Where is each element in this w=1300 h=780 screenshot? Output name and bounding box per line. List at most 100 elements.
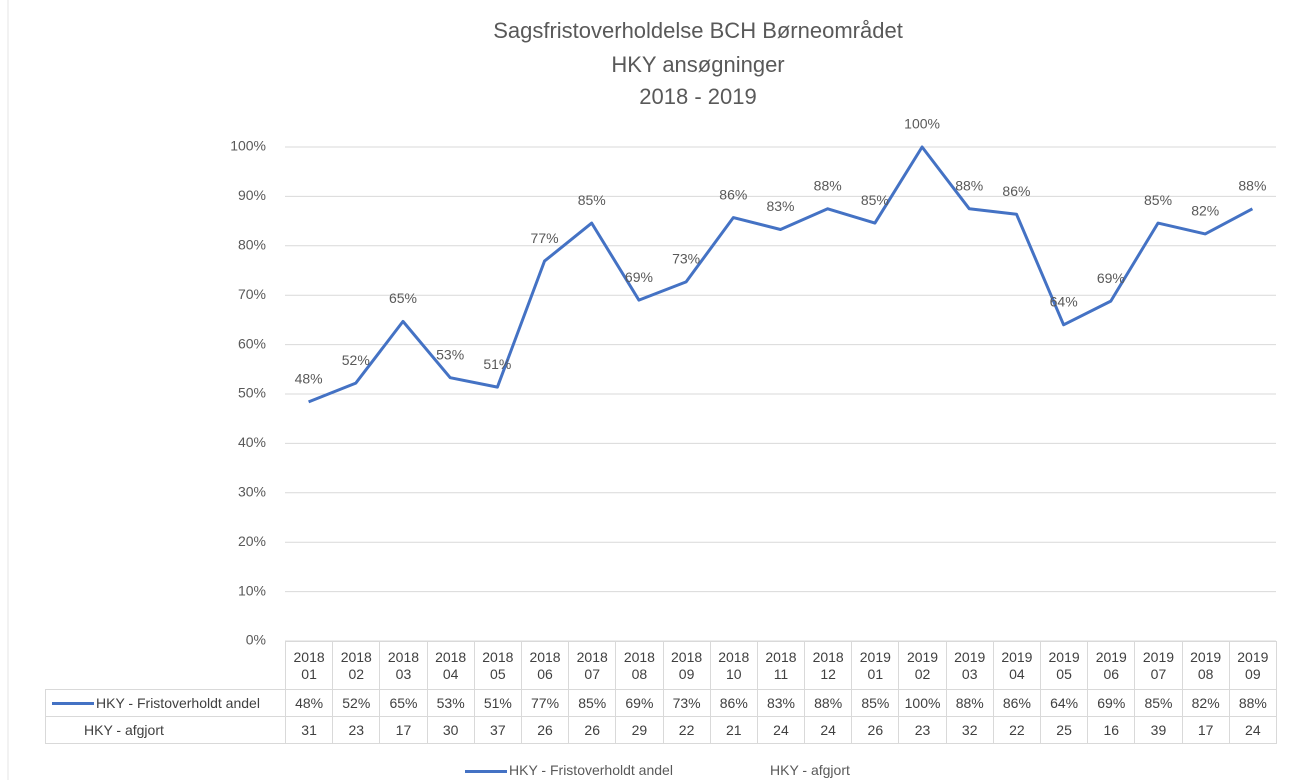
table-cell: 86%: [992, 689, 1042, 717]
table-cell: 69%: [615, 689, 664, 717]
table-cell: 23: [332, 716, 381, 744]
table-header-row: 2018 01 2018 02 2018 03 2018 04 2018 05 2018 …: [45, 641, 1277, 690]
y-tick-label: 90%: [238, 187, 266, 203]
data-label: 83%: [766, 198, 794, 214]
table-row: HKY - afgjort 31 23 17 30 37 26 26 29 22 21 24 24 26 2…: [45, 716, 1277, 744]
data-label: 88%: [955, 177, 983, 193]
table-cell: 83%: [756, 689, 806, 717]
table-cell: 64%: [1039, 689, 1089, 717]
table-cell: 21: [709, 716, 758, 744]
data-label: 52%: [342, 352, 370, 368]
x-tick-label: 2019 03: [945, 641, 994, 690]
data-label: 69%: [625, 269, 653, 285]
table-cell: 100%: [898, 689, 947, 717]
data-label: 88%: [814, 177, 842, 193]
table-cell: 24: [756, 716, 806, 744]
data-label: 69%: [1097, 270, 1125, 286]
data-label: 48%: [295, 371, 323, 387]
y-tick-label: 70%: [238, 286, 266, 302]
table-cell: 69%: [1087, 689, 1136, 717]
data-label: 88%: [1238, 177, 1266, 193]
legend-swatch: [465, 769, 507, 773]
x-tick-label: 2019 05: [1039, 641, 1089, 690]
data-label: 64%: [1050, 294, 1078, 310]
table-row-header: HKY - Fristoverholdt andel: [45, 689, 286, 717]
table-cell: 85%: [1134, 689, 1183, 717]
x-tick-label: 2018 08: [615, 641, 664, 690]
data-label: 85%: [578, 192, 606, 208]
table-row: HKY - Fristoverholdt andel 48% 52% 65% 53% 51…: [45, 689, 1277, 717]
table-cell: 26: [851, 716, 900, 744]
table-cell: 85%: [851, 689, 900, 717]
table-cell: 65%: [379, 689, 428, 717]
legend-swatch: [52, 702, 94, 706]
table-cell: 17: [379, 716, 428, 744]
x-tick-label: 2018 11: [756, 641, 806, 690]
table-cell: 88%: [804, 689, 853, 717]
table-cell: 82%: [1181, 689, 1230, 717]
legend-entry: HKY - afgjort: [770, 762, 850, 778]
table-row-label: HKY - Fristoverholdt andel: [96, 694, 260, 711]
data-label: 77%: [531, 230, 559, 246]
table-cell: 31: [284, 716, 334, 744]
table-cell: 51%: [473, 689, 522, 717]
table-cell: 52%: [332, 689, 381, 717]
data-label: 86%: [1002, 183, 1030, 199]
table-cell: 22: [992, 716, 1042, 744]
table-cell: 88%: [1228, 689, 1277, 717]
x-tick-label: 2019 02: [898, 641, 947, 690]
x-tick-label: 2018 07: [568, 641, 617, 690]
y-tick-label: 30%: [238, 484, 266, 500]
x-tick-label: 2018 10: [709, 641, 758, 690]
table-cell: 17: [1181, 716, 1230, 744]
table-cell: 32: [945, 716, 994, 744]
table-cell: 24: [1228, 716, 1277, 744]
y-tick-label: 10%: [238, 582, 266, 598]
chart-title: 2018 - 2019: [639, 84, 756, 109]
data-label: 85%: [861, 192, 889, 208]
x-tick-label: 2018 05: [473, 641, 522, 690]
table-cell: 30: [426, 716, 475, 744]
x-tick-label: 2019 04: [992, 641, 1042, 690]
data-table: 2018 01 2018 02 2018 03 2018 04 2018 05 2018 …: [45, 641, 1277, 744]
table-cell: 77%: [520, 689, 570, 717]
data-label: 86%: [719, 186, 747, 202]
x-tick-label: 2019 07: [1134, 641, 1183, 690]
data-label: 73%: [672, 251, 700, 267]
y-tick-label: 50%: [238, 385, 266, 401]
data-label: 65%: [389, 290, 417, 306]
y-tick-label: 80%: [238, 237, 266, 253]
table-cell: 85%: [568, 689, 617, 717]
x-tick-label: 2019 06: [1087, 641, 1136, 690]
x-tick-label: 2018 09: [662, 641, 711, 690]
table-cell: 24: [804, 716, 853, 744]
data-label: 82%: [1191, 203, 1219, 219]
table-cell: 16: [1087, 716, 1136, 744]
x-tick-label: 2018 04: [426, 641, 475, 690]
table-cell: 25: [1039, 716, 1089, 744]
x-tick-label: 2019 09: [1228, 641, 1277, 690]
y-tick-label: 40%: [238, 434, 266, 450]
x-tick-label: 2018 01: [284, 641, 334, 690]
legend-label: HKY - Fristoverholdt andel: [509, 762, 673, 778]
data-label: 53%: [436, 346, 464, 362]
data-label: 100%: [904, 116, 940, 132]
table-cell: 23: [898, 716, 947, 744]
table-cell: 86%: [709, 689, 758, 717]
data-label: 51%: [483, 356, 511, 372]
table-cell: 48%: [284, 689, 334, 717]
x-tick-label: 2019 01: [851, 641, 900, 690]
x-tick-label: 2018 02: [332, 641, 381, 690]
legend-entry: HKY - Fristoverholdt andel: [465, 762, 673, 778]
series-line: [308, 145, 1254, 404]
table-cell: 29: [615, 716, 664, 744]
table-row-label: HKY - afgjort: [84, 721, 164, 738]
table-cell: 26: [520, 716, 570, 744]
table-cell: 39: [1134, 716, 1183, 744]
table-cell: 26: [568, 716, 617, 744]
table-cell: 73%: [662, 689, 711, 717]
y-tick-label: 60%: [238, 335, 266, 351]
table-cell: 88%: [945, 689, 994, 717]
table-corner: [45, 641, 286, 690]
